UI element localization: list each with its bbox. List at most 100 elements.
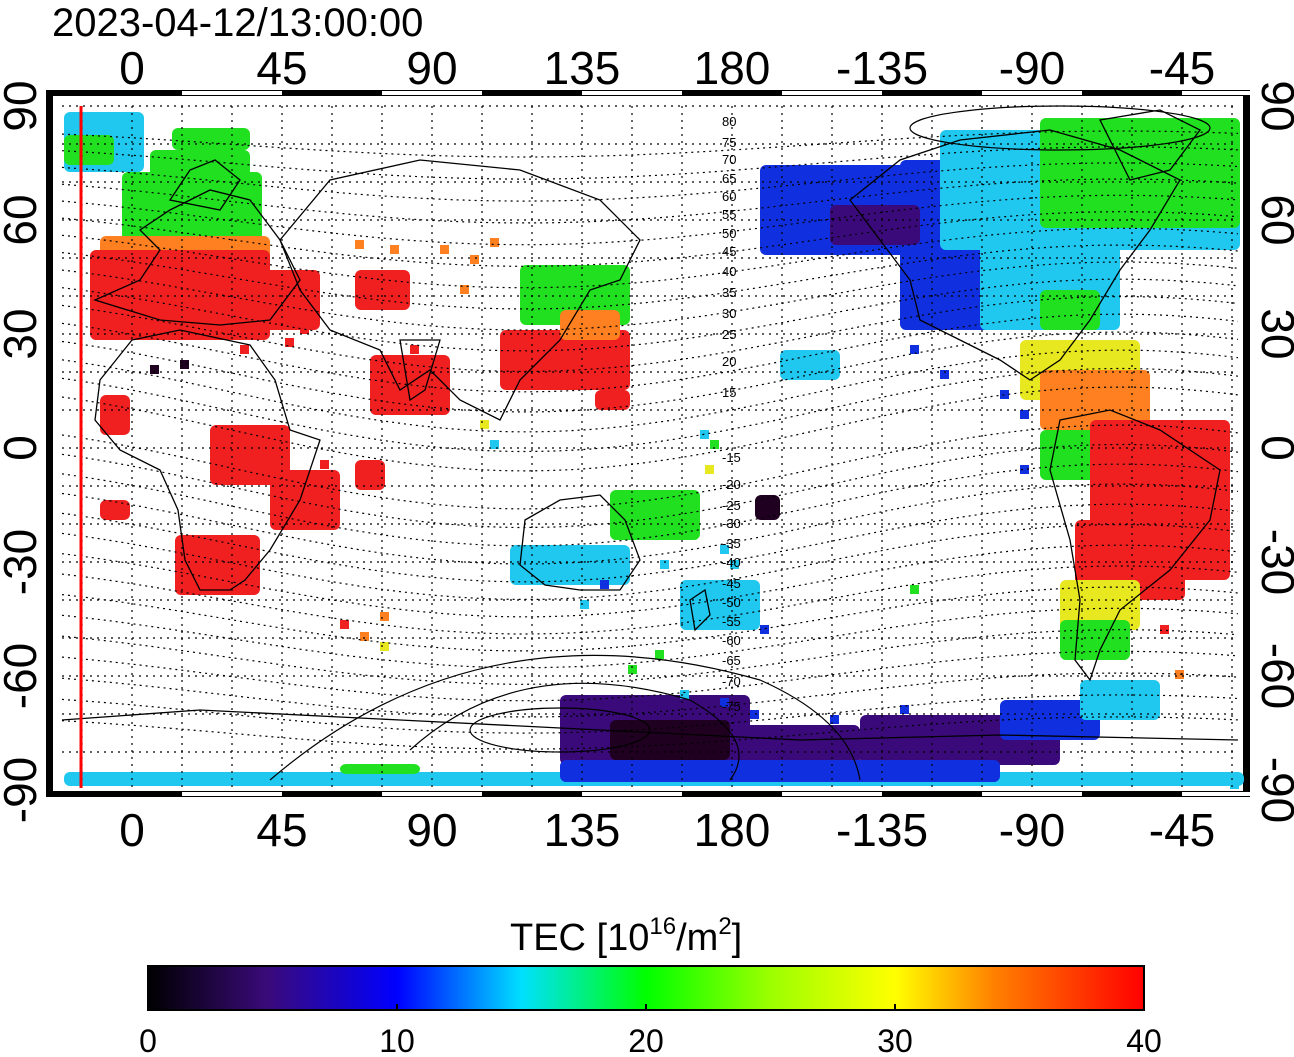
- x-tick-label: -90: [999, 42, 1065, 94]
- contour-label: -30: [722, 516, 741, 531]
- tec-patch: [655, 650, 664, 659]
- contour-line: [61, 296, 1239, 372]
- x-tick-labels-bottom: 0 45 90 135 180 -135 -90 -45: [119, 804, 1215, 856]
- tec-patch: [1080, 680, 1160, 720]
- contour-label: -35: [722, 536, 741, 551]
- axis-bar-gap-top: [582, 91, 682, 95]
- tec-patch: [780, 350, 840, 380]
- contour-label: 30: [722, 306, 736, 321]
- contour-label: -65: [722, 653, 741, 668]
- contour-line: [61, 524, 1239, 600]
- tec-patch: [700, 430, 709, 439]
- contour-line: [61, 586, 1239, 652]
- tec-patch: [440, 245, 449, 254]
- contour-label: 60: [722, 189, 736, 204]
- tec-patch: [340, 764, 420, 774]
- tec-patch: [1060, 620, 1130, 660]
- tec-patch: [680, 690, 689, 699]
- tec-patch: [760, 625, 769, 634]
- y-tick-label: 90: [0, 80, 46, 131]
- contour-label: 50: [722, 226, 736, 241]
- tec-patch: [90, 250, 270, 340]
- tec-patch: [730, 560, 739, 569]
- tec-patch: [910, 345, 919, 354]
- contour-line: [61, 178, 1239, 224]
- contour-label: 45: [722, 244, 736, 259]
- contour-line: [61, 261, 1239, 331]
- coastline: [849, 129, 1181, 381]
- axis-bar-gap-top: [1182, 91, 1282, 95]
- tec-patch: [390, 245, 399, 254]
- contour-line: [61, 194, 1239, 246]
- tec-patch: [1040, 118, 1240, 228]
- x-tick-label: -45: [1149, 804, 1215, 856]
- axis-bar-left: [46, 90, 52, 797]
- contour-label: 55: [722, 207, 736, 222]
- tec-patch: [320, 460, 329, 469]
- tec-patch: [270, 470, 340, 530]
- tec-patch: [940, 370, 949, 379]
- contour-line: [61, 162, 1239, 202]
- x-tick-label: 135: [544, 804, 621, 856]
- y-tick-label: 30: [0, 308, 46, 359]
- axis-bar-gap-top: [782, 91, 882, 95]
- y-tick-label: 0: [0, 435, 46, 461]
- contour-label: -40: [722, 555, 741, 570]
- tec-patch: [610, 720, 730, 760]
- x-tick-label: 0: [119, 804, 145, 856]
- contour-line: [61, 629, 1239, 685]
- x-tick-label: -90: [999, 804, 1065, 856]
- colorbar-label: TEC [1016/m2]: [510, 913, 742, 959]
- tec-patch: [370, 355, 450, 415]
- contour-line: [61, 367, 1239, 453]
- tec-patch: [100, 500, 130, 520]
- tec-patch: [1020, 465, 1029, 474]
- axis-bar-gap-bottom: [182, 792, 282, 796]
- contour-line: [61, 313, 1239, 393]
- tec-patch: [628, 665, 637, 674]
- contour-label: -60: [722, 633, 741, 648]
- tec-patch: [480, 420, 489, 429]
- y-tick-label: -60: [1252, 643, 1294, 709]
- tec-patch: [1000, 390, 1009, 399]
- contour-line: [61, 503, 1239, 583]
- colorbar-tick-label: 10: [379, 1023, 415, 1057]
- x-tick-label: 90: [406, 804, 457, 856]
- contour-label: -75: [722, 699, 741, 714]
- coastline: [399, 339, 441, 402]
- contour-label: -70: [722, 674, 741, 689]
- contour-line: [61, 244, 1239, 310]
- y-tick-label: 60: [1252, 194, 1294, 245]
- axis-bar-gap-top: [982, 91, 1082, 95]
- coastline: [61, 709, 1239, 741]
- coastline: [94, 329, 321, 591]
- y-tick-label: 60: [0, 194, 46, 245]
- tec-patch: [1040, 290, 1100, 330]
- tec-patch: [1060, 580, 1140, 630]
- contour-label: 15: [722, 385, 736, 400]
- tec-patch: [560, 760, 1000, 782]
- colorbar-tick-label: 40: [1126, 1023, 1162, 1057]
- tec-patch: [285, 338, 294, 347]
- x-tick-label: 90: [406, 42, 457, 94]
- contour-label: -45: [722, 576, 741, 591]
- tec-patch: [340, 620, 349, 629]
- tec-patch: [150, 150, 250, 180]
- y-tick-label: -30: [1252, 529, 1294, 595]
- tec-patch: [380, 642, 389, 651]
- tec-patch: [420, 358, 429, 367]
- y-tick-label: 0: [1252, 435, 1294, 461]
- axis-bar-gap-bottom: [982, 792, 1082, 796]
- grid-lines: [62, 105, 1238, 788]
- tec-patch: [830, 205, 920, 245]
- contour-line: [61, 544, 1239, 618]
- contour-label: 20: [722, 354, 736, 369]
- x-tick-label: -135: [836, 804, 928, 856]
- contour-labels: 80 75 70 65 60 55 50 45 40 35 30 25 20 15 -15 -20 -25 -30…: [722, 114, 741, 714]
- tec-patch: [460, 285, 469, 294]
- contour-line: [61, 463, 1239, 547]
- tec-patch: [175, 535, 260, 595]
- contour-label: 25: [722, 327, 736, 342]
- x-tick-label: 135: [544, 42, 621, 94]
